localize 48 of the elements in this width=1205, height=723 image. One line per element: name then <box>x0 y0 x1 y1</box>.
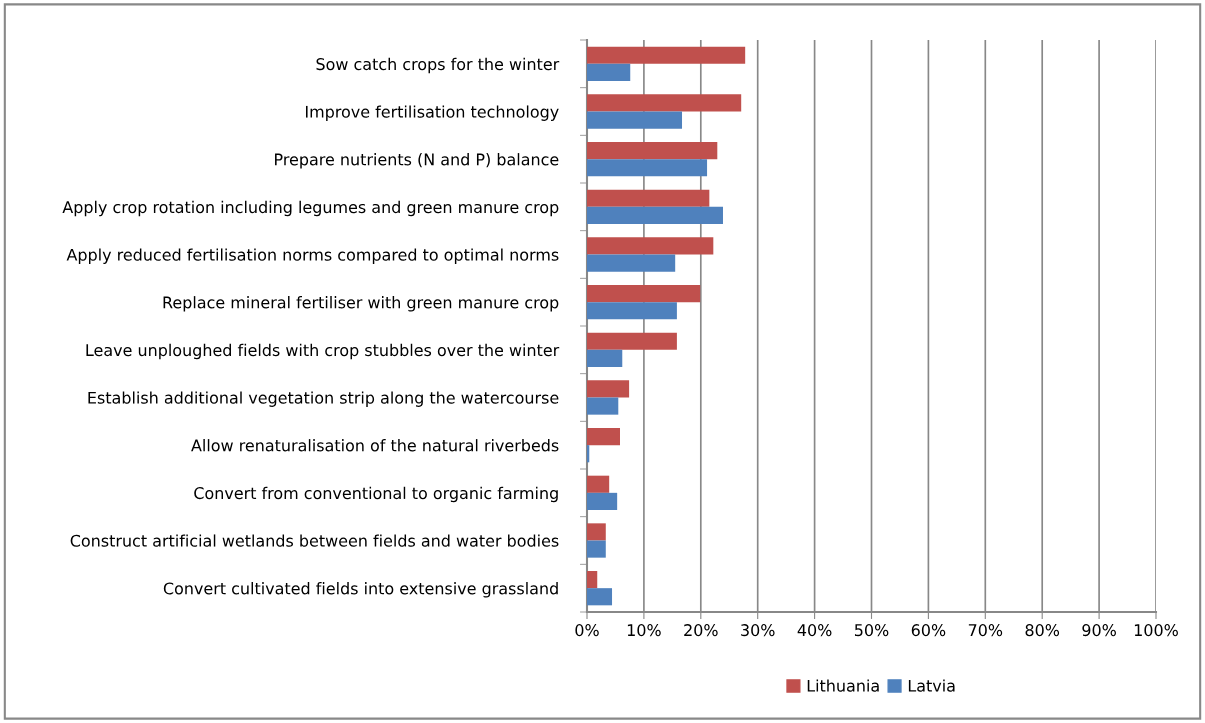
y-tick-label: Convert cultivated fields into extensive grassland <box>163 582 558 598</box>
bar <box>587 285 701 303</box>
bar <box>587 94 742 112</box>
bar <box>587 475 610 493</box>
bar <box>587 397 619 415</box>
x-tick-label: 10% <box>627 624 661 637</box>
bar <box>587 111 683 129</box>
bar <box>587 571 598 589</box>
x-tick-label: 30% <box>741 624 775 637</box>
bar <box>587 588 613 606</box>
x-tick-label: 20% <box>684 624 718 637</box>
x-tick-label: 80% <box>1025 624 1060 637</box>
y-tick-label: Sow catch crops for the winter <box>316 57 560 74</box>
bar <box>587 380 630 398</box>
bar <box>587 523 606 541</box>
y-tick-label: Apply reduced fertilisation norms compared to optimal norms <box>66 248 559 264</box>
y-tick-label: Allow renaturalisation of the natural riverbeds <box>191 439 559 452</box>
y-tick-label: Leave unploughed fields with crop stubbles over the winter <box>86 343 560 360</box>
bar <box>587 332 677 350</box>
x-tick-label: 50% <box>854 624 889 637</box>
bar <box>587 349 623 367</box>
bar <box>587 46 746 64</box>
y-tick-label: Construct artificial wetlands between fields and water bodies <box>70 534 559 547</box>
legend-label: Latvia <box>908 679 955 692</box>
bar <box>587 492 618 510</box>
x-tick-label: 60% <box>911 624 946 637</box>
bar <box>587 63 631 81</box>
bar <box>587 142 718 160</box>
y-tick-label: Convert from conventional to organic farming <box>194 486 558 503</box>
x-tick-label: 90% <box>1082 624 1116 637</box>
bar <box>587 159 708 177</box>
x-tick-label: 70% <box>968 624 1003 637</box>
y-tick-label: Improve fertilisation technology <box>305 105 559 121</box>
bar <box>587 237 714 255</box>
x-tick-label: 0% <box>575 624 599 637</box>
bar <box>587 540 606 558</box>
legend-label: Lithuania <box>807 679 879 692</box>
bar <box>587 189 710 207</box>
bar <box>587 206 723 224</box>
bar <box>587 254 676 272</box>
x-tick-label: 100% <box>1134 624 1178 637</box>
y-tick-label: Establish additional vegetation strip along the watercourse <box>88 391 559 407</box>
y-tick-label: Apply crop rotation including legumes and green manure crop <box>62 200 559 217</box>
y-tick-label: Replace mineral fertiliser with green manure crop <box>163 296 559 312</box>
bar <box>587 428 620 446</box>
x-tick-label: 40% <box>797 624 832 637</box>
y-tick-label: Prepare nutrients (N and P) balance <box>275 153 559 169</box>
bar <box>587 302 677 320</box>
